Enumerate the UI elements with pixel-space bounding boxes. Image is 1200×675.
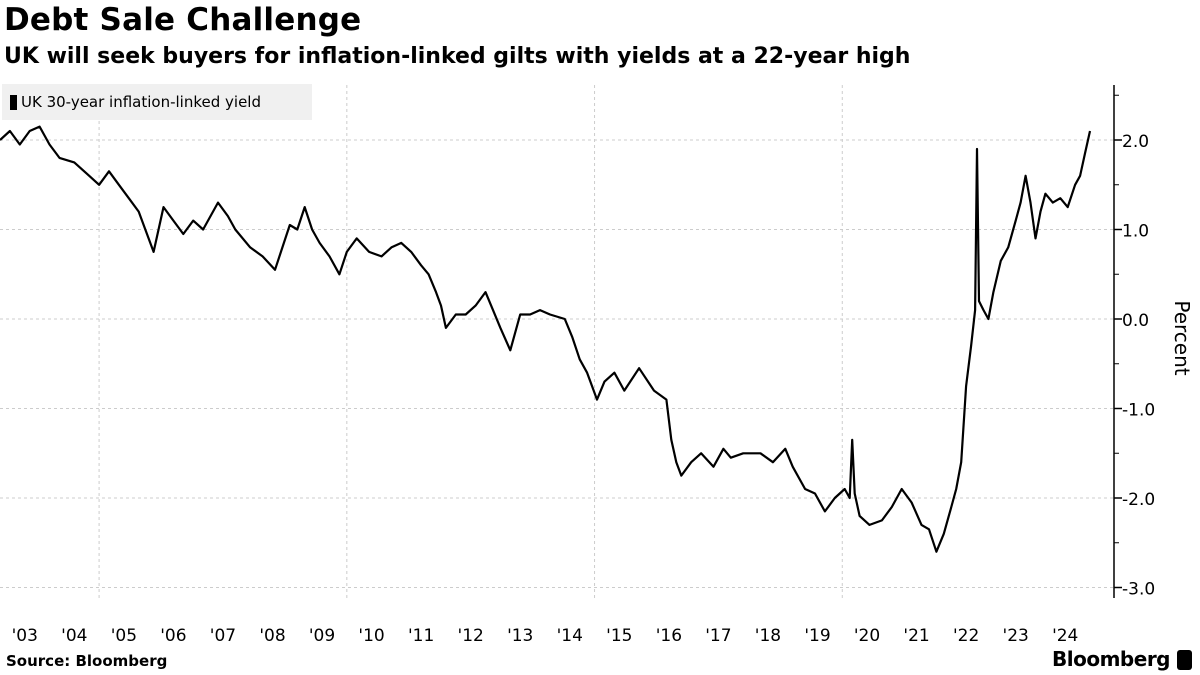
y-tick-label: -3.0 bbox=[1122, 580, 1155, 600]
x-tick-label: '03 bbox=[12, 626, 38, 646]
y-ticks: 2.0 1.0 0.0 -1.0 -2.0 -3.0 bbox=[1114, 94, 1155, 600]
y-tick-label: 1.0 bbox=[1122, 222, 1149, 242]
x-tick-label: '11 bbox=[408, 626, 434, 646]
x-tick-label: '06 bbox=[160, 626, 186, 646]
x-tick-label: '17 bbox=[705, 626, 731, 646]
x-tick-label: '12 bbox=[458, 626, 484, 646]
legend-swatch bbox=[10, 94, 17, 110]
x-tick-label: '23 bbox=[1003, 626, 1029, 646]
chart-subtitle: UK will seek buyers for inflation-linked… bbox=[4, 44, 911, 69]
y-tick-label: -1.0 bbox=[1122, 401, 1155, 421]
series-line-uk-30y-linker-yield bbox=[0, 125, 1092, 553]
source-note: Source: Bloomberg bbox=[6, 652, 168, 670]
x-tick-label: '15 bbox=[606, 626, 632, 646]
x-tick-label: '18 bbox=[755, 626, 781, 646]
bloomberg-logo: Bloomberg bbox=[1052, 647, 1170, 671]
y-tick-label: 0.0 bbox=[1122, 311, 1149, 331]
x-tick-label: '08 bbox=[259, 626, 285, 646]
x-tick-label: '09 bbox=[309, 626, 335, 646]
x-tick-label: '05 bbox=[111, 626, 137, 646]
chart-title: Debt Sale Challenge bbox=[4, 2, 362, 38]
x-tick-label: '16 bbox=[656, 626, 682, 646]
y-tick-label: -2.0 bbox=[1122, 490, 1155, 510]
x-tick-label: '10 bbox=[358, 626, 384, 646]
x-tick-label: '07 bbox=[210, 626, 236, 646]
x-tick-labels: '03 '04 '05 '06 '07 '08 '09 '10 '11 '12 '13 '14 '15 '… bbox=[12, 626, 1079, 646]
x-gridlines bbox=[98, 85, 843, 598]
x-tick-label: '13 bbox=[507, 626, 533, 646]
legend: UK 30-year inflation-linked yield bbox=[2, 84, 312, 120]
legend-label: UK 30-year inflation-linked yield bbox=[21, 93, 261, 111]
x-tick-label: '20 bbox=[854, 626, 880, 646]
x-tick-label: '19 bbox=[804, 626, 830, 646]
y-axis-label: Percent bbox=[1170, 300, 1194, 375]
x-tick-label: '04 bbox=[61, 626, 87, 646]
x-tick-label: '14 bbox=[557, 626, 583, 646]
x-tick-label: '24 bbox=[1052, 626, 1078, 646]
y-tick-label: 2.0 bbox=[1122, 132, 1149, 152]
x-tick-label: '21 bbox=[903, 626, 929, 646]
x-tick-label: '22 bbox=[953, 626, 979, 646]
bloomberg-chart-icon bbox=[1177, 650, 1192, 670]
